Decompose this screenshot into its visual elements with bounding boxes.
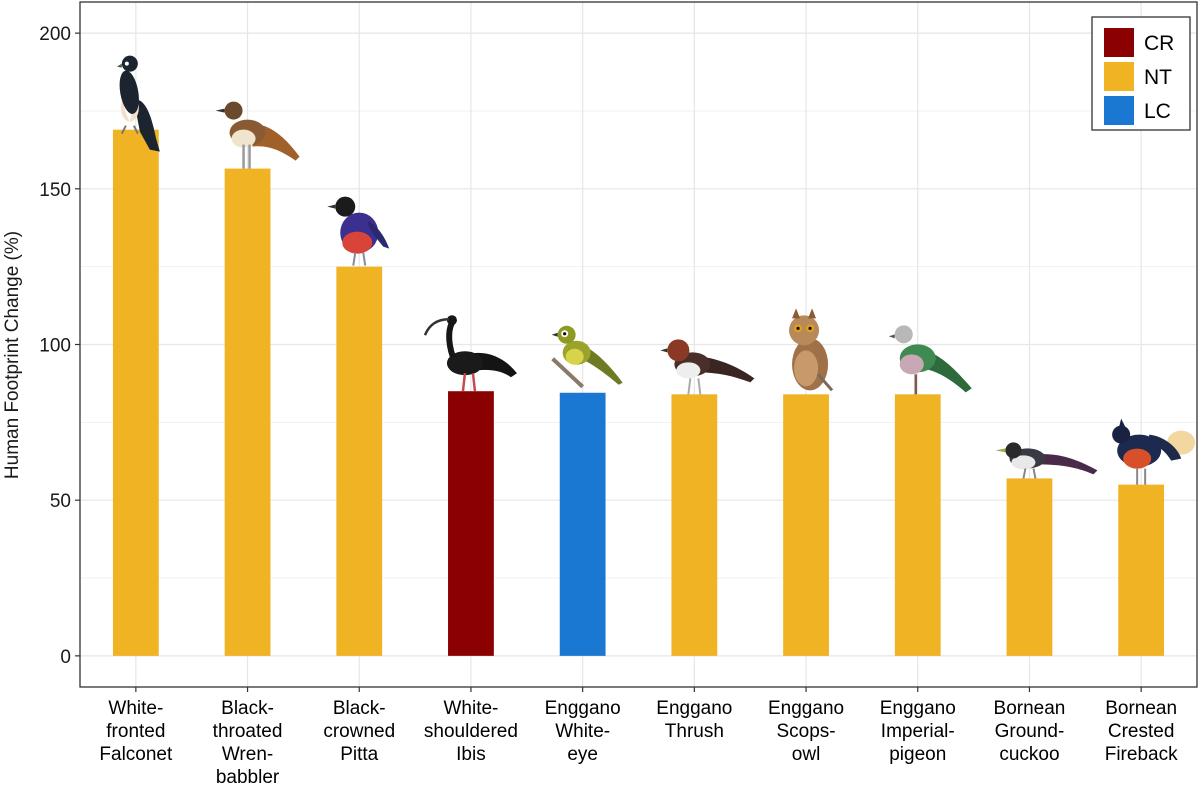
pitta-icon: [327, 196, 390, 266]
bar-imperial-pigeon: [894, 394, 941, 656]
x-tick-label: Enggano Imperial-pigeon: [880, 698, 956, 765]
bar-thrush: [671, 394, 718, 656]
x-tick-label: Enggano Thrush: [656, 698, 732, 742]
x-tick-label: Black-crowned Pitta: [323, 698, 395, 765]
y-tick-label: 150: [39, 180, 71, 201]
bar-falconet: [112, 129, 159, 656]
y-axis: 0 50 100 150 200: [39, 24, 80, 668]
x-tick-label: Enggano Scops-owl: [768, 698, 844, 765]
bar-white-eye: [559, 392, 606, 656]
bar-ground-cuckoo: [1006, 478, 1053, 656]
legend-swatch-nt: [1104, 62, 1134, 91]
bar-ibis: [448, 391, 494, 656]
x-tick-label: Enggano White-eye: [545, 698, 621, 765]
x-tick-label: Black-throated Wren-babbler: [213, 698, 283, 787]
x-tick-label: White-fronted Falconet: [99, 698, 173, 765]
y-tick-label: 100: [39, 336, 71, 357]
y-tick-label: 200: [39, 24, 71, 45]
x-tick-label: Bornean Ground-cuckoo: [994, 698, 1066, 765]
white-eye-icon: [551, 325, 623, 389]
scops-owl-icon: [789, 308, 834, 392]
bars: [112, 129, 1165, 656]
bar-scops-owl: [783, 394, 829, 656]
imperial-pigeon-icon: [888, 325, 972, 395]
legend-swatch-lc: [1104, 96, 1134, 125]
x-axis: White-fronted Falconet Black-throated Wren-…: [99, 687, 1178, 787]
bar-wren-babbler: [224, 168, 271, 656]
fireback-icon: [1112, 418, 1196, 485]
x-tick-label: White-shouldered Ibis: [424, 698, 518, 765]
bar-fireback: [1118, 484, 1165, 656]
legend: CR NT LC: [1091, 16, 1191, 131]
y-axis-title: Human Footprint Change (%): [2, 231, 23, 479]
falconet-icon: [116, 55, 160, 152]
bird-illustrations: [116, 55, 1196, 485]
y-tick-label: 50: [50, 491, 71, 512]
bar-pitta: [336, 266, 383, 656]
ground-cuckoo-icon: [995, 442, 1098, 479]
legend-label-lc: LC: [1144, 100, 1171, 123]
ibis-icon: [423, 315, 517, 392]
y-tick-label: 0: [60, 647, 71, 668]
legend-label-cr: CR: [1144, 32, 1174, 55]
wren-babbler-icon: [215, 101, 300, 169]
legend-label-nt: NT: [1144, 66, 1172, 89]
legend-swatch-cr: [1104, 28, 1134, 57]
thrush-icon: [660, 339, 755, 395]
x-tick-label: Bornean Crested Fireback: [1105, 698, 1178, 765]
